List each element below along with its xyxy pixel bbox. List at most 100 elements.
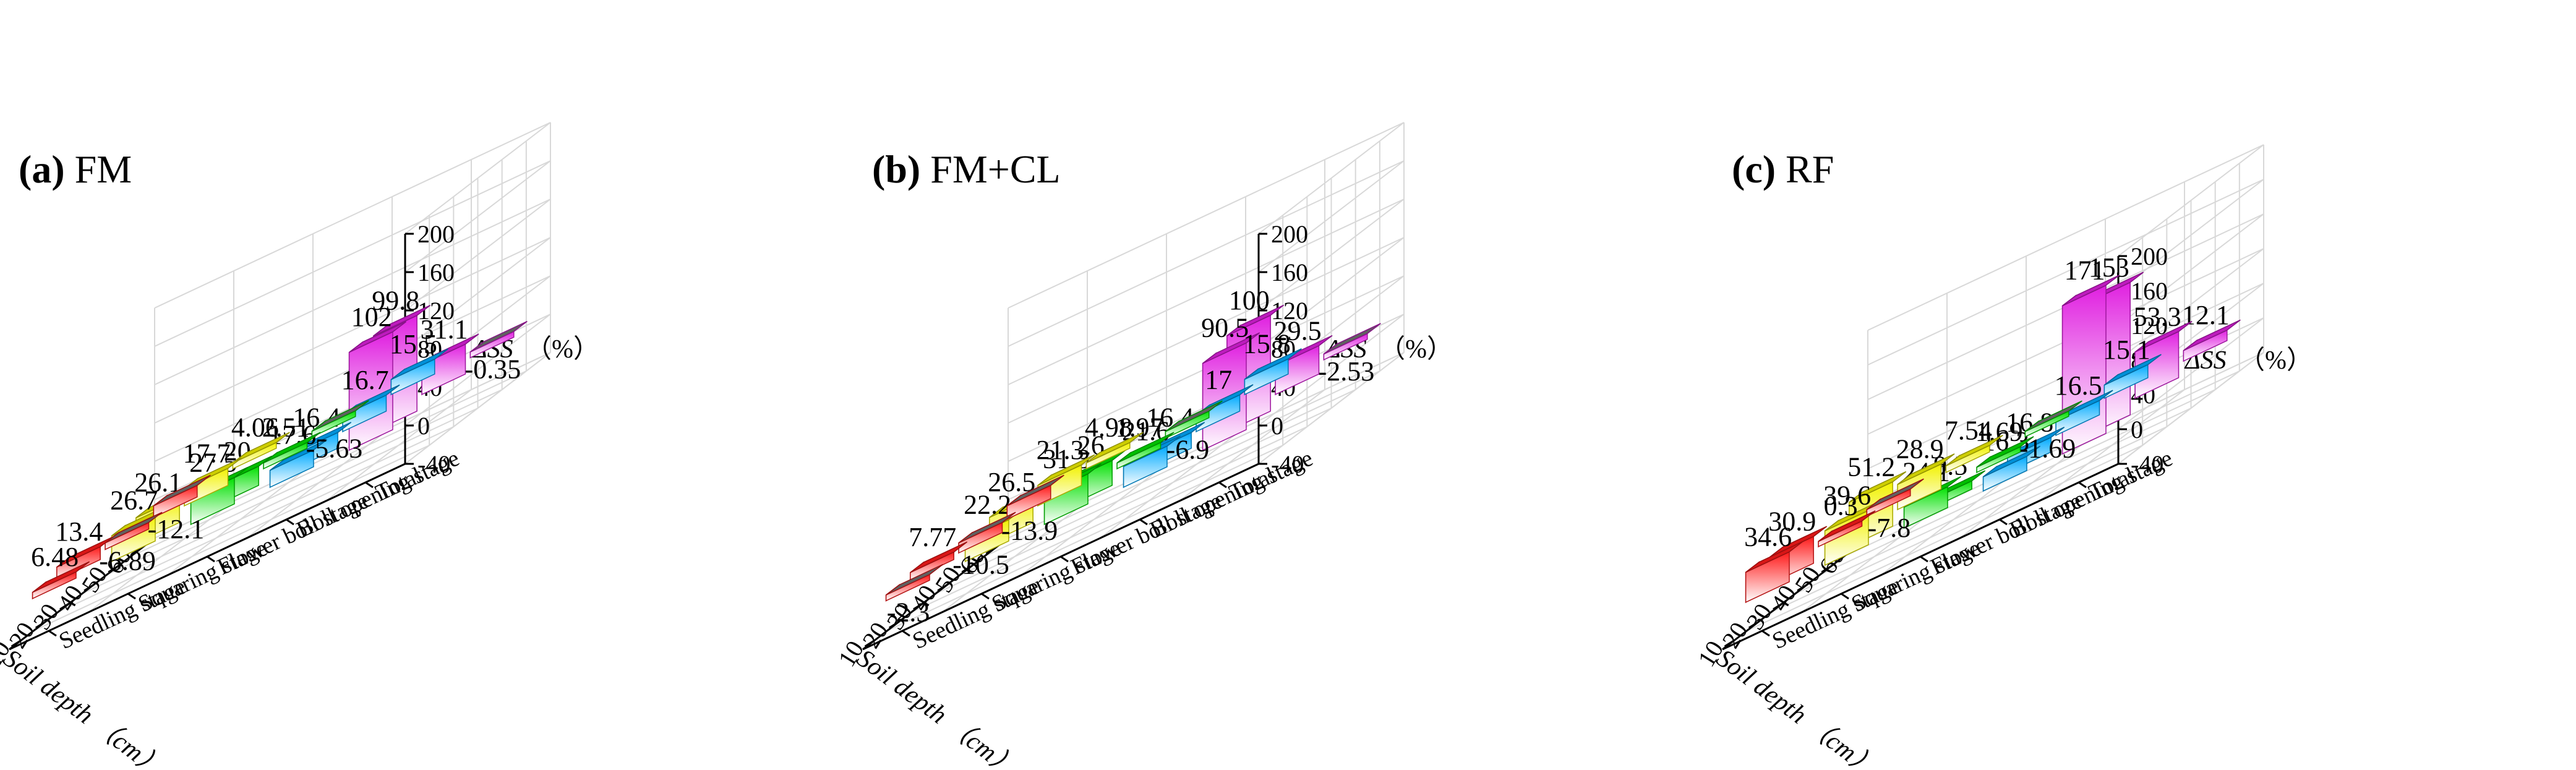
bar: 15.1	[2103, 335, 2162, 400]
z-tick-label: 120	[1271, 297, 1308, 325]
bar: 12.1	[2182, 300, 2241, 362]
bar-top	[910, 541, 968, 573]
panel-id: (c)	[1732, 147, 1776, 191]
panel-name: RF	[1776, 147, 1834, 191]
depth-tick-mark	[888, 620, 900, 629]
depth-axis-title: Soil depth （cm）	[1711, 644, 1882, 767]
stage-tick-mark	[1761, 630, 1770, 637]
bar-top	[1165, 400, 1223, 432]
panel-name: FM	[65, 147, 132, 191]
bar-value-label: 29.5	[1274, 315, 1322, 346]
grid-line	[154, 122, 551, 309]
grid-line	[404, 352, 551, 464]
bar: -13.9	[1001, 474, 1064, 546]
bar-value-label: -7.8	[1868, 513, 1911, 543]
bar: 15.8	[1243, 329, 1302, 396]
bar-value-label: -13.9	[1001, 516, 1058, 546]
z-tick-label: 0	[2131, 416, 2143, 443]
bar: 7.54	[1945, 415, 2003, 474]
bar-value-label: 0.3	[1824, 491, 1858, 521]
grid-line	[1746, 445, 2143, 631]
grid-line	[57, 426, 454, 613]
bar-top	[1866, 478, 1924, 510]
bar-value-label: 15.1	[2103, 335, 2150, 365]
stage-tick-mark	[1999, 518, 2008, 526]
grid-line	[1867, 213, 2264, 400]
bar-value-label: 30.9	[1768, 507, 1816, 537]
grid-line	[1867, 144, 2264, 331]
bar-top	[232, 432, 290, 464]
bar-top	[1983, 445, 2041, 477]
bar-top	[2103, 354, 2162, 386]
z-tick-label: 200	[2131, 242, 2168, 270]
z-tick-label: 160	[2131, 277, 2168, 305]
stage-tick-mark	[286, 518, 294, 526]
panel-title: (a) FM	[19, 147, 132, 191]
bar-top	[1037, 454, 1095, 486]
stage-tick-mark	[365, 481, 374, 489]
grid-line	[82, 408, 478, 594]
bar-value-label: -2.3	[887, 597, 930, 628]
grid-line	[246, 426, 393, 539]
bar-value-label: -5.63	[306, 434, 363, 464]
grid-line	[1008, 122, 1405, 309]
stage-tick-mark	[902, 630, 910, 637]
stage-tick-mark	[1218, 481, 1227, 489]
stage-tick-mark	[981, 592, 990, 600]
depth-tick-mark	[132, 546, 143, 555]
grid-line	[1795, 408, 2191, 594]
bar: 4.06	[231, 413, 290, 470]
bar-value-label: 16.7	[341, 365, 389, 395]
grid-line	[1770, 426, 2167, 613]
bar-value-label: 7.77	[909, 522, 956, 552]
depth-tick-mark	[11, 639, 22, 648]
bar-top	[1244, 348, 1302, 380]
panel-grid	[862, 122, 1405, 650]
bar-value-label: -2.53	[1318, 356, 1375, 387]
bar: 1.69	[1975, 417, 2034, 474]
bar-value-label: -12.1	[148, 514, 205, 544]
z-tick-label: 0	[1271, 412, 1283, 440]
bar: 16.5	[2055, 370, 2113, 437]
depth-tick-mark	[937, 583, 948, 592]
depth-tick-mark	[864, 639, 876, 648]
depth-tick-mark	[83, 583, 95, 592]
grid-line	[1867, 317, 2264, 504]
grid-line	[154, 237, 551, 424]
bar-value-label: 28.9	[1896, 434, 1944, 464]
bar-top	[886, 563, 944, 596]
bar: -7.8	[1866, 478, 1924, 543]
bar: 1.97	[1116, 413, 1175, 470]
z-tick-label: -40	[417, 450, 450, 478]
bar-top	[373, 304, 431, 336]
grid-line	[106, 389, 503, 576]
depth-tick-mark	[913, 602, 924, 610]
depth-tick-mark	[1821, 565, 1833, 573]
bar-top	[1226, 304, 1285, 336]
bar-value-label: 7.54	[1945, 415, 1992, 445]
bar-top	[1849, 471, 1907, 503]
bar-value-label: 15.8	[1243, 329, 1291, 359]
grid-line	[130, 370, 527, 557]
stage-tick-mark	[2078, 481, 2087, 489]
bar: 34.6	[1744, 522, 1804, 604]
bar-value-label: 51.2	[1847, 451, 1895, 482]
bar: 53.3	[2134, 301, 2193, 400]
grid-line	[154, 314, 551, 500]
bar-top	[1897, 453, 1955, 485]
bar-top	[349, 321, 407, 353]
bar-value-label: 34.6	[1744, 522, 1792, 552]
bar-top	[390, 348, 448, 380]
bar-value-label: 39.6	[1823, 481, 1871, 511]
grid-line	[154, 199, 551, 385]
bar-value-label: 16.5	[2055, 370, 2102, 401]
bar-value-label: 31.1	[421, 314, 468, 344]
bar: 0.3	[1818, 491, 1876, 548]
grid-line	[941, 500, 1088, 613]
bar-top	[1116, 432, 1175, 464]
panel-name: FM+CL	[920, 147, 1060, 191]
bar: -10.5	[952, 511, 1016, 580]
depth-tick-mark	[1724, 639, 1735, 648]
bar-value-label: 15.5	[390, 329, 437, 359]
